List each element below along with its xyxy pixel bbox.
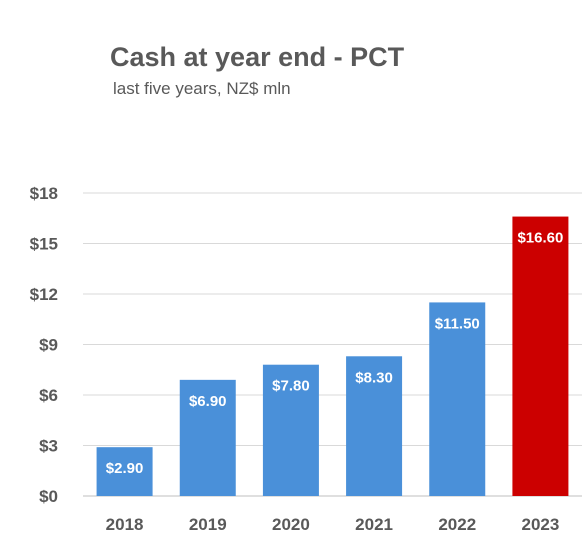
y-tick-label: $3 [39, 437, 58, 456]
chart-title: Cash at year end - PCT [110, 42, 405, 72]
y-tick-label: $18 [30, 184, 58, 203]
bar-2020 [262, 364, 319, 496]
y-tick-label: $0 [39, 487, 58, 506]
data-label-2020: $7.80 [272, 378, 310, 395]
x-tick-label-2020: 2020 [272, 515, 310, 534]
bar-2022 [429, 302, 486, 496]
data-label-2018: $2.90 [106, 460, 144, 477]
y-tick-label: $12 [30, 285, 58, 304]
data-label-2021: $8.30 [355, 369, 393, 386]
chart-subtitle: last five years, NZ$ mln [113, 79, 291, 98]
data-label-2019: $6.90 [189, 393, 227, 410]
y-axis-ticks: $0 $3 $6 $9 $12 $15 $18 [30, 184, 58, 506]
y-tick-label: $9 [39, 336, 58, 355]
data-label-2023: $16.60 [517, 230, 563, 247]
bar-2023 [512, 216, 569, 497]
x-tick-label-2023: 2023 [522, 515, 560, 534]
bar-2018 [96, 447, 153, 496]
bar-2019 [179, 379, 236, 496]
bars: $2.90 $6.90 $7.80 $8.30 $11.50 $16.60 [96, 216, 569, 497]
data-label-2022: $11.50 [435, 315, 480, 332]
bar-2021 [346, 356, 403, 496]
gridlines [83, 192, 582, 497]
x-tick-label-2019: 2019 [189, 515, 227, 534]
x-tick-label-2021: 2021 [355, 515, 393, 534]
x-tick-label-2018: 2018 [106, 515, 144, 534]
y-tick-label: $6 [39, 386, 58, 405]
x-axis-ticks: 2018 2019 2020 2021 2022 2023 [106, 515, 560, 534]
y-tick-label: $15 [30, 235, 58, 254]
x-tick-label-2022: 2022 [438, 515, 476, 534]
